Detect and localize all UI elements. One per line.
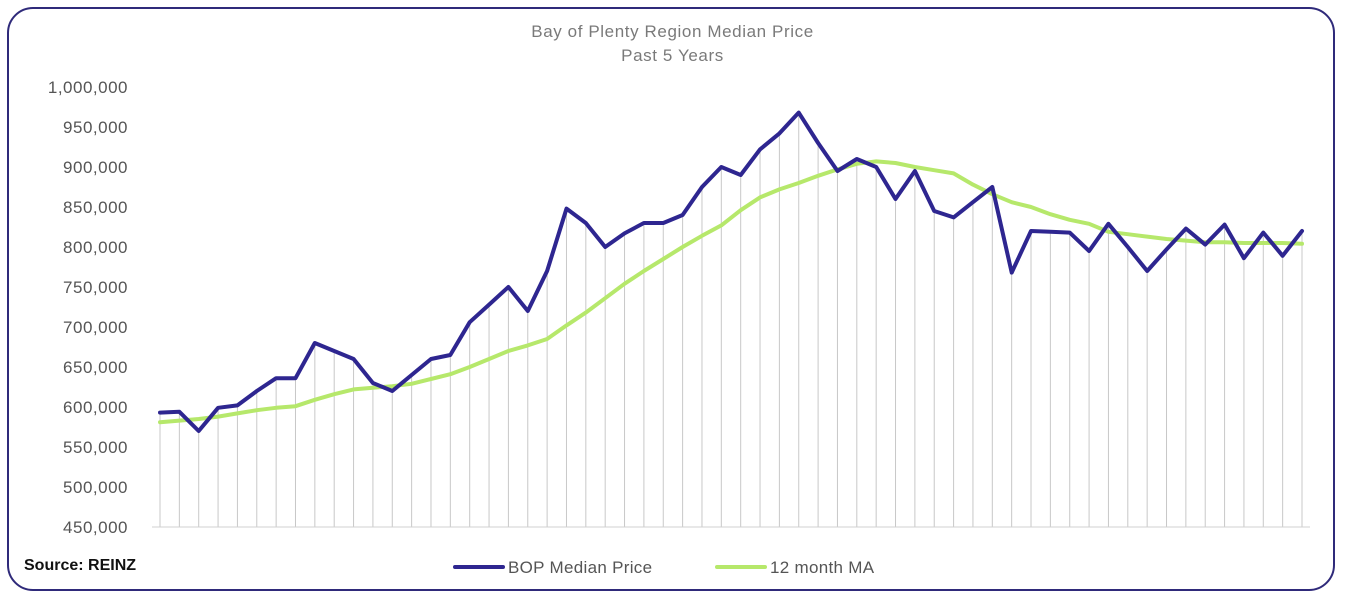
y-axis: 1,000,000 950,000 900,000 850,000 800,000 750…	[48, 78, 1310, 537]
y-tick-label: 700,000	[63, 318, 128, 337]
y-tick-label: 850,000	[63, 198, 128, 217]
series-line-ma	[158, 159, 1304, 425]
chart-frame	[7, 7, 1335, 591]
series-line-median	[158, 110, 1304, 433]
legend-label-ma: 12 month MA	[770, 558, 875, 577]
y-tick-label: 1,000,000	[48, 78, 128, 97]
chart-title-block: Bay of Plenty Region Median Price Past 5…	[0, 20, 1345, 68]
y-tick-label: 900,000	[63, 158, 128, 177]
y-tick-label: 500,000	[63, 478, 128, 497]
y-tick-label: 550,000	[63, 438, 128, 457]
legend-label-median: BOP Median Price	[508, 558, 652, 577]
y-tick-label: 800,000	[63, 238, 128, 257]
chart-subtitle: Past 5 Years	[621, 46, 724, 65]
y-tick-label: 950,000	[63, 118, 128, 137]
chart-title: Bay of Plenty Region Median Price	[531, 22, 814, 41]
series-lines	[158, 110, 1304, 433]
y-tick-label: 650,000	[63, 358, 128, 377]
legend: BOP Median Price 12 month MA	[453, 558, 875, 577]
drop-lines	[159, 112, 1303, 527]
source-note: Source: REINZ	[24, 557, 137, 574]
y-tick-label: 450,000	[63, 518, 128, 537]
y-tick-label: 750,000	[63, 278, 128, 297]
y-tick-label: 600,000	[63, 398, 128, 417]
